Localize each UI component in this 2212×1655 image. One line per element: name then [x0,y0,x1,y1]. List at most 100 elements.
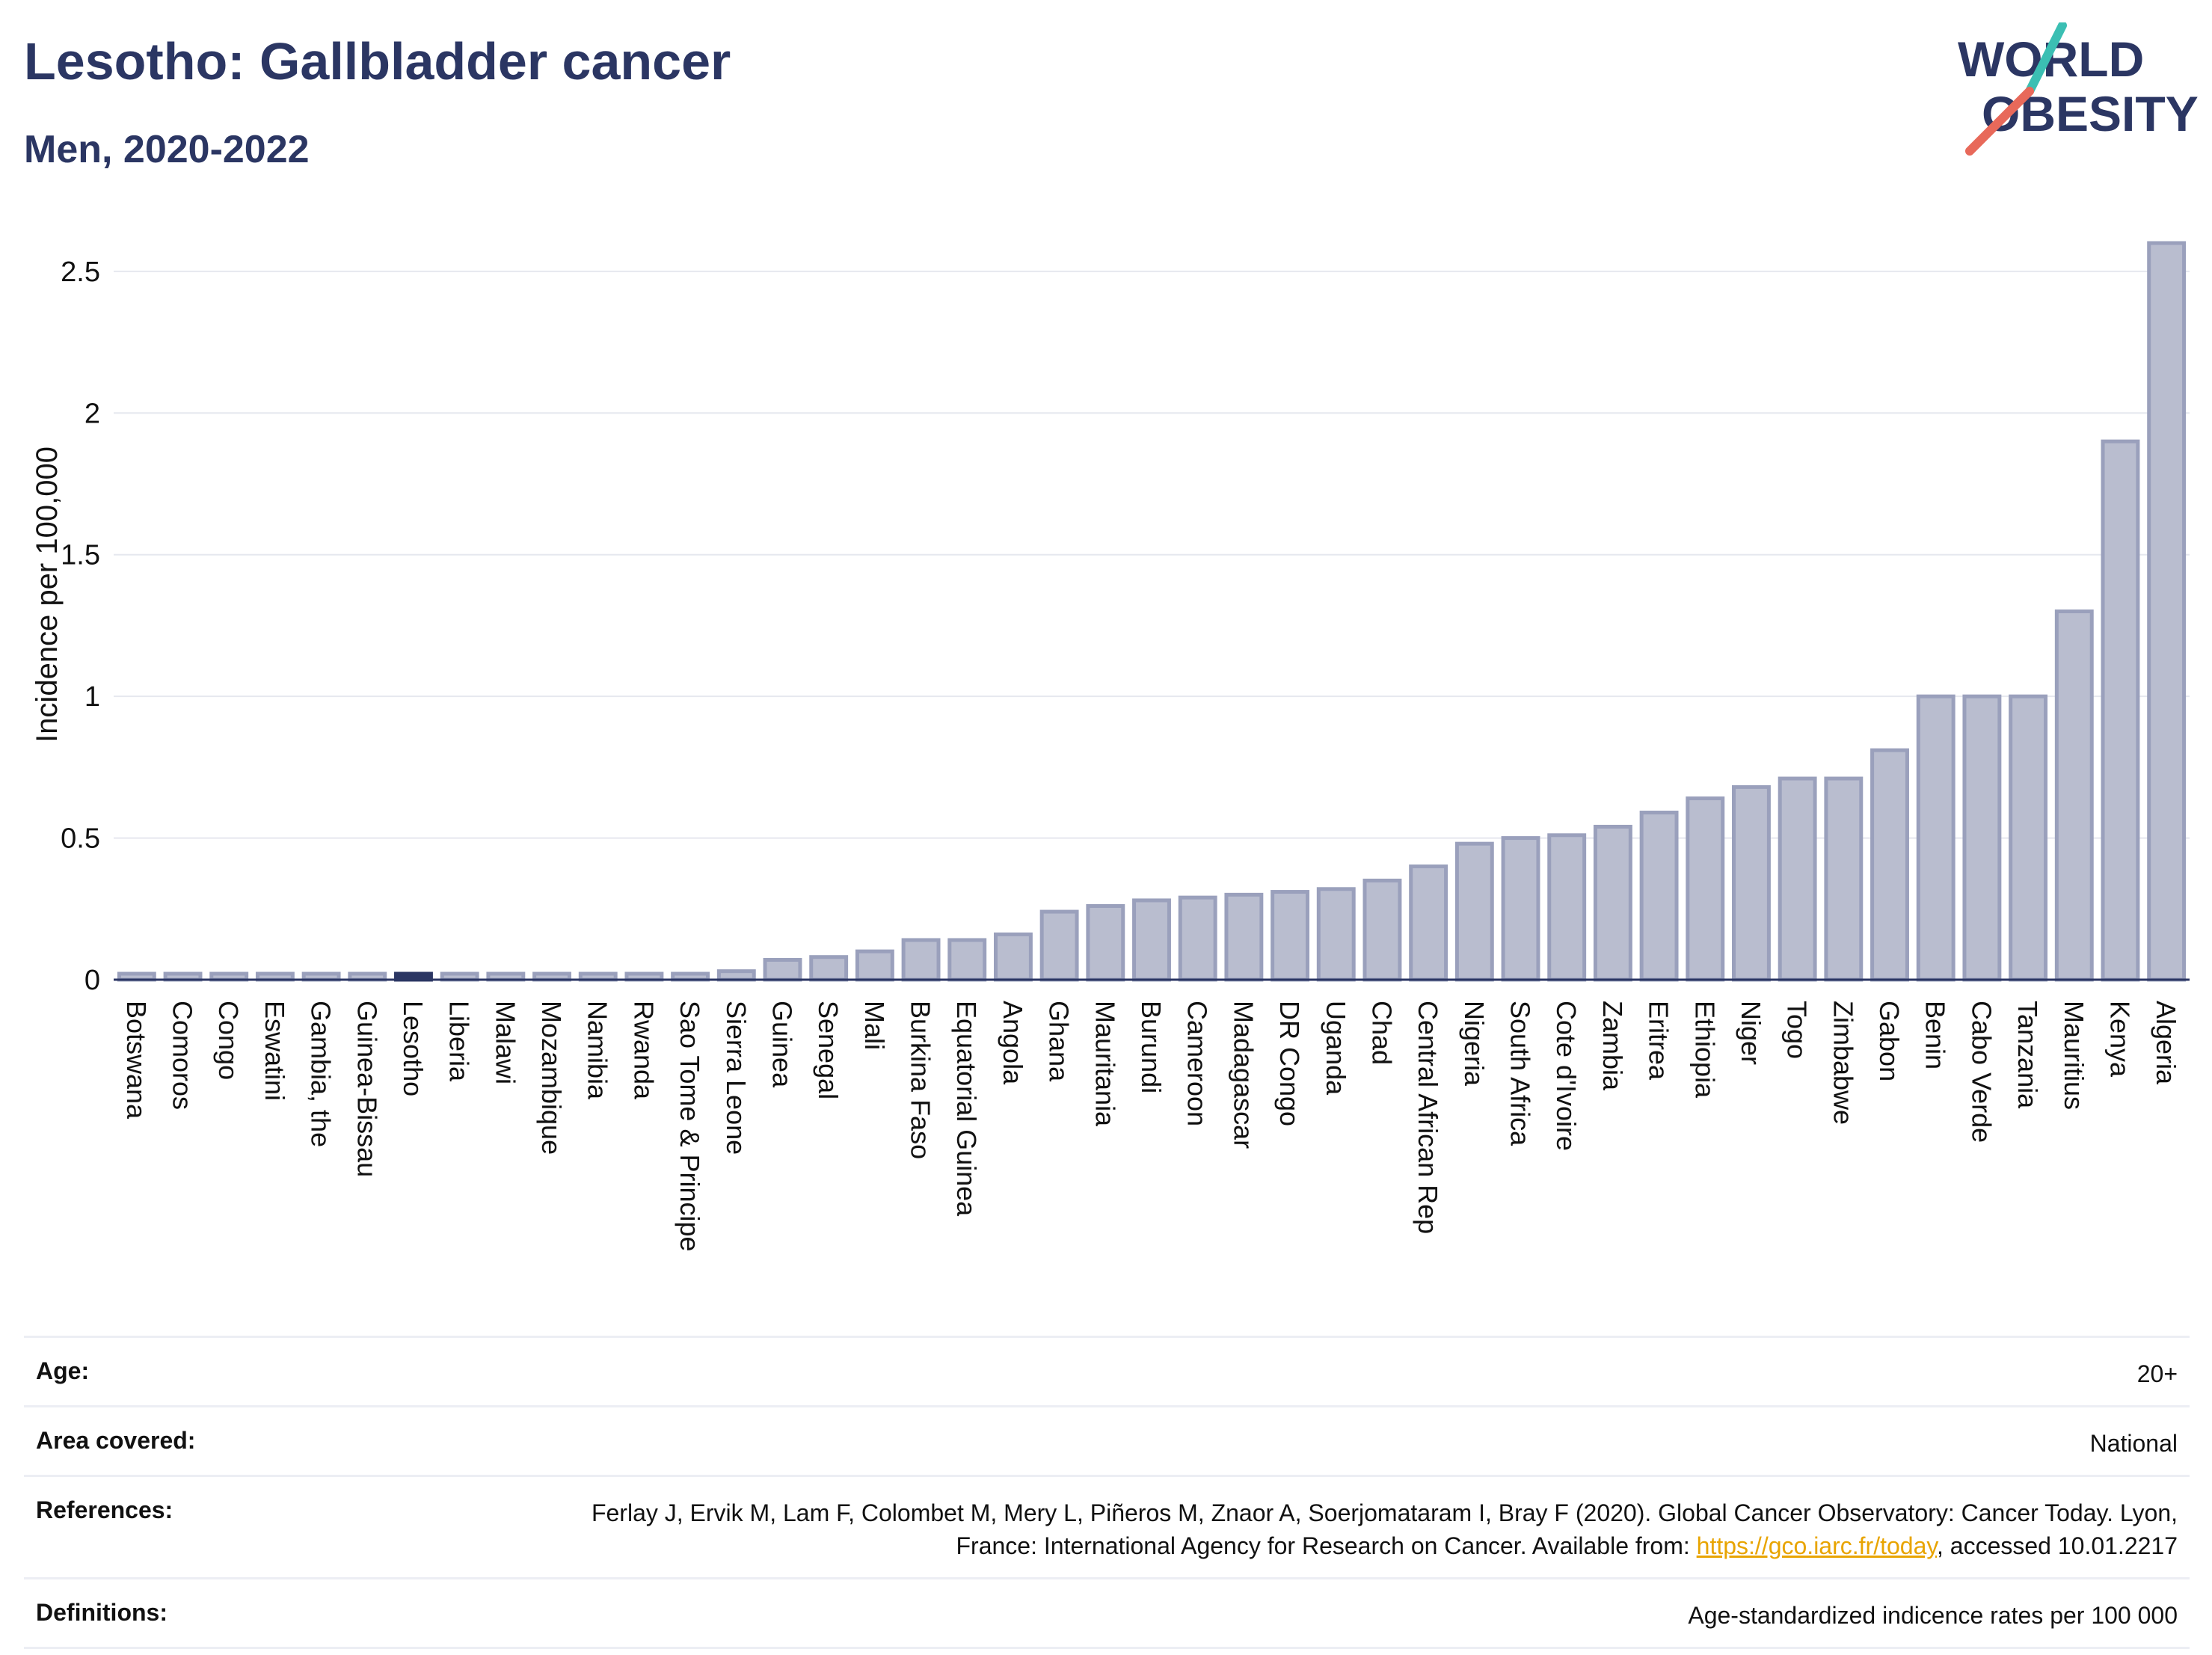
bar-burkina-faso [901,938,941,982]
chart-bars [117,241,2187,982]
bar-cote-d-ivoire [1547,833,1587,982]
meta-area-label: Area covered: [36,1427,196,1454]
bar-gabon [1870,748,1909,982]
meta-row-age: Age: 20+ [24,1336,2190,1405]
x-tick-label: Angola [998,1001,1028,1085]
x-tick-label: Mozambique [536,1001,567,1155]
logo-slash-teal [2025,22,2067,96]
meta-area-value: National [2089,1430,2178,1457]
bar-ethiopia [1686,796,1725,982]
x-tick-label: Sao Tome & Principe [675,1001,705,1252]
bar-uganda [1316,887,1356,982]
meta-row-area: Area covered: National [24,1405,2190,1475]
x-tick-label: Zambia [1597,1001,1628,1091]
x-tick-label: South Africa [1505,1001,1536,1146]
bar-benin [1916,694,1956,982]
y-tick-label: 1.5 [61,540,100,571]
x-tick-label: Gabon [1874,1001,1905,1081]
x-tick-label: Cote d'Ivoire [1551,1001,1582,1151]
x-tick-label: Mauritius [2059,1001,2089,1110]
x-tick-label: Botswana [121,1001,152,1120]
x-tick-label: Guinea [766,1001,797,1088]
bar-sierra-leone [716,969,756,982]
x-tick-label: Tanzania [2012,1001,2043,1109]
metadata-table: Age: 20+ Area covered: National Referenc… [24,1336,2190,1649]
bar-south-africa [1501,836,1540,982]
x-tick-label: Malawi [490,1001,520,1084]
chart-subtitle: Men, 2020-2022 [24,128,310,171]
y-axis-label: Incidence per 100,000 [31,446,64,743]
x-tick-label: Ghana [1044,1001,1075,1082]
bar-mauritania [1086,904,1125,982]
logo-slash-coral [1965,87,2034,156]
y-tick-label: 1 [85,681,100,713]
bar-zambia [1593,824,1632,982]
bar-madagascar [1224,892,1264,982]
x-tick-label: Nigeria [1459,1001,1490,1087]
x-tick-label: Equatorial Guinea [951,1001,982,1217]
bar-mali [855,949,894,982]
y-tick-label: 0.5 [61,823,100,855]
x-tick-label: Cabo Verde [1966,1001,1997,1143]
meta-definitions-value: Age-standardized indicence rates per 100… [1688,1602,2178,1629]
x-tick-label: Rwanda [628,1001,659,1100]
bar-niger [1732,784,1771,982]
x-tick-label: Gambia, the [306,1001,337,1147]
y-axis-ticks: 0 0.5 1 1.5 2 2.5 [61,257,100,996]
bar-nigeria [1454,841,1494,982]
bar-cameroon [1178,895,1217,982]
y-tick-label: 0 [85,965,100,996]
x-tick-label: Uganda [1321,1001,1351,1096]
bar-burundi [1132,898,1171,982]
bar-cabo-verde [1962,694,2002,982]
x-tick-label: DR Congo [1274,1001,1305,1126]
y-tick-label: 2 [85,398,100,429]
x-tick-label: Burundi [1136,1001,1167,1093]
x-tick-label: Mauritania [1090,1001,1120,1127]
x-tick-label: Kenya [2104,1001,2135,1078]
meta-references-value: Ferlay J, Ervik M, Lam F, Colombet M, Me… [532,1496,2178,1562]
x-tick-label: Cameroon [1182,1001,1213,1126]
bar-eritrea [1639,810,1679,982]
meta-age-label: Age: [36,1357,90,1384]
x-tick-label: Guinea-Bissau [351,1001,382,1177]
x-tick-label: Senegal [813,1001,844,1099]
x-tick-label: Namibia [583,1001,613,1100]
x-tick-label: Eswatini [259,1001,290,1101]
x-tick-label: Congo [213,1001,244,1080]
x-tick-label: Comoros [168,1001,198,1110]
x-tick-label: Central African Rep [1413,1001,1443,1234]
x-tick-label: Mali [859,1001,890,1050]
bar-zimbabwe [1824,776,1864,982]
bar-tanzania [2009,694,2048,982]
references-link[interactable]: https://gco.iarc.fr/today [1696,1532,1937,1559]
x-tick-label: Eritrea [1644,1001,1674,1081]
meta-row-references: References: Ferlay J, Ervik M, Lam F, Co… [24,1475,2190,1577]
x-tick-label: Madagascar [1228,1001,1259,1149]
x-tick-label: Lesotho [398,1001,428,1096]
x-tick-label: Zimbabwe [1828,1001,1858,1125]
bar-chart: 0 0.5 1 1.5 2 2.5 Botswana Comoros Congo Eswatin… [31,241,2190,1252]
x-tick-label: Niger [1736,1001,1766,1065]
world-obesity-logo: WORLD OBESITY [1958,22,2199,156]
bar-mauritius [2054,610,2094,982]
references-text: Ferlay J, Ervik M, Lam F, Colombet M, Me… [591,1499,2178,1559]
x-tick-label: Algeria [2151,1001,2181,1085]
bar-dr-congo [1271,890,1310,982]
meta-definitions-label: Definitions: [36,1599,168,1626]
logo-word-obesity: OBESITY [1982,86,2199,141]
x-tick-label: Chad [1366,1001,1397,1065]
bar-angola [993,932,1033,982]
meta-references-label: References: [36,1496,173,1523]
bar-senegal [809,955,849,982]
x-tick-label: Sierra Leone [721,1001,752,1155]
x-tick-label: Ethiopia [1689,1001,1720,1099]
x-tick-label: Benin [1920,1001,1951,1069]
x-tick-label: Togo [1782,1001,1813,1059]
x-tick-label: Burkina Faso [906,1001,936,1159]
bar-togo [1778,776,1817,982]
bar-kenya [2101,439,2140,982]
chart-title: Lesotho: Gallbladder cancer [24,32,731,90]
y-tick-label: 2.5 [61,257,100,288]
meta-age-value: 20+ [2136,1360,2178,1387]
